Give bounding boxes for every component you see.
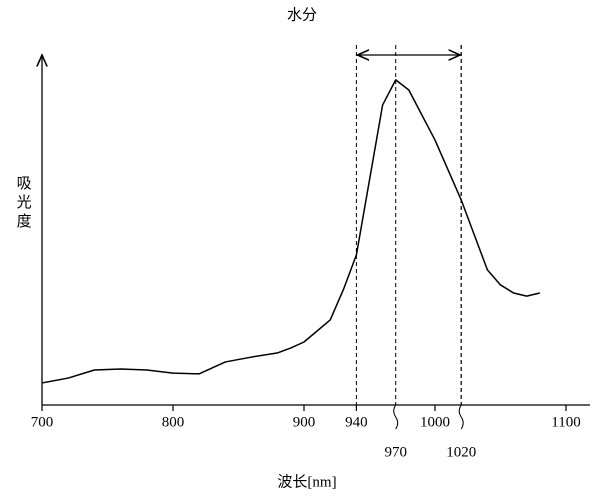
chart-title: 水分 <box>287 6 317 23</box>
marker-tick-label: 1020 <box>446 444 476 460</box>
x-tick-label: 800 <box>162 414 185 430</box>
y-axis-label: 吸光度 <box>15 175 32 232</box>
x-tick-label: 700 <box>31 414 54 430</box>
x-tick-label: 1100 <box>551 414 580 430</box>
absorbance-curve <box>41 79 540 384</box>
leader <box>393 404 399 430</box>
marker-tick-label: 970 <box>384 444 407 460</box>
x-tick-label: 900 <box>293 414 316 430</box>
x-tick-label: 940 <box>345 414 368 430</box>
x-tick-label: 1000 <box>420 414 450 430</box>
leader <box>458 404 464 430</box>
x-axis-label: 波长[nm] <box>277 473 336 490</box>
